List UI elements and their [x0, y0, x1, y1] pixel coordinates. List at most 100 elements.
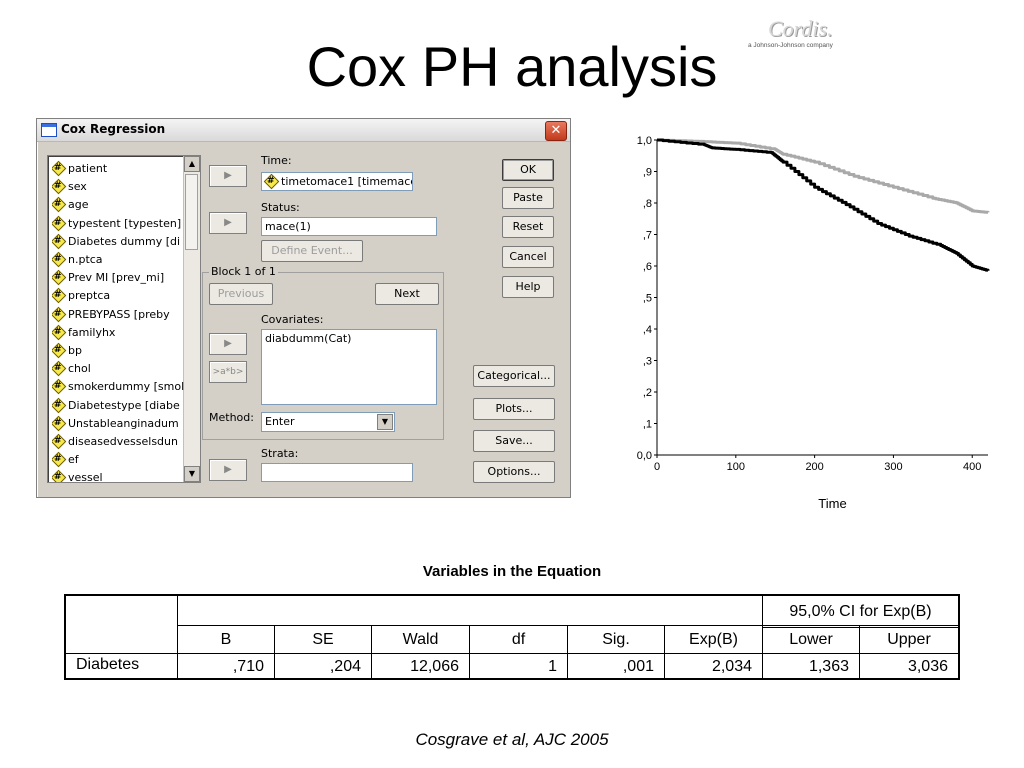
time-label: Time: [261, 154, 292, 167]
variable-list-item[interactable]: typestent [typesten] [52, 215, 186, 232]
variable-list-item[interactable]: patient [52, 160, 186, 177]
variable-list-item[interactable]: bp [52, 342, 186, 359]
reset-button[interactable]: Reset [502, 216, 554, 238]
col-header-b: B [220, 631, 232, 648]
help-button[interactable]: Help [502, 276, 554, 298]
variable-name: diseasedvesselsdun [68, 435, 178, 448]
cancel-button[interactable]: Cancel [502, 246, 554, 268]
variable-list-item[interactable]: ef [52, 451, 186, 468]
variable-list-item[interactable]: PREBYPASS [preby [52, 306, 186, 323]
table-divider [274, 625, 275, 678]
y-tick-label: ,6 [643, 261, 652, 273]
col-header-df: df [511, 631, 526, 648]
paste-button[interactable]: Paste [502, 187, 554, 209]
save-button[interactable]: Save... [473, 430, 555, 452]
survival-curve-black [657, 138, 990, 272]
x-axis-label: Time [818, 496, 846, 511]
chevron-down-icon[interactable]: ▼ [377, 414, 393, 430]
y-tick-label: ,9 [643, 167, 652, 179]
scroll-up-arrow-icon[interactable]: ▲ [184, 156, 200, 172]
method-label: Method: [209, 411, 254, 424]
status-field[interactable]: mace(1) [261, 217, 437, 236]
variable-list-item[interactable]: preptca [52, 287, 186, 304]
variable-name: typestent [typesten] [68, 216, 182, 230]
col-header-lower: Lower [789, 631, 833, 648]
plots-button[interactable]: Plots... [473, 398, 555, 420]
strata-field[interactable] [261, 463, 413, 482]
variable-list-item[interactable]: Diabetes dummy [di [52, 233, 186, 250]
table-divider [567, 625, 568, 678]
variable-list-item[interactable]: Unstableanginadum [52, 415, 186, 432]
variable-list-scrollbar[interactable]: ▲ ▼ [183, 156, 200, 482]
col-header-se: SE [312, 631, 334, 648]
method-select[interactable]: Enter ▼ [261, 412, 395, 432]
results-table [64, 594, 960, 680]
covariates-list[interactable]: diabdumm(Cat) [261, 329, 437, 405]
variable-name: sex [68, 180, 87, 194]
numeric-variable-icon [52, 196, 64, 213]
dialog-titlebar[interactable]: Cox Regression ✕ [37, 119, 570, 142]
variable-list[interactable]: ▲ ▼ patient sex age typestent [typesten] Dia… [47, 155, 201, 483]
numeric-variable-icon [52, 342, 64, 359]
variable-list-item[interactable]: n.ptca [52, 251, 186, 268]
citation: Cosgrave et al, AJC 2005 [415, 730, 609, 749]
x-tick-label: 200 [805, 461, 823, 473]
move-to-time-button[interactable]: ▶ [209, 165, 247, 187]
numeric-variable-icon [52, 306, 64, 323]
numeric-variable-icon [52, 251, 64, 268]
next-button[interactable]: Next [375, 283, 439, 305]
categorical-button[interactable]: Categorical... [473, 365, 555, 387]
previous-button[interactable]: Previous [209, 283, 273, 305]
window-icon [41, 123, 57, 137]
numeric-variable-icon [52, 178, 64, 195]
numeric-variable-icon [265, 173, 277, 190]
col-header-expb: Exp(B) [689, 631, 738, 648]
table-cell: 1 [548, 658, 557, 675]
table-divider [66, 653, 958, 654]
variable-list-item[interactable]: age [52, 196, 186, 213]
options-button[interactable]: Options... [473, 461, 555, 483]
table-cell: 12,066 [410, 658, 459, 675]
numeric-variable-icon [52, 215, 64, 232]
numeric-variable-icon [52, 324, 64, 341]
table-cell: ,001 [622, 658, 654, 675]
ok-button[interactable]: OK [502, 159, 554, 181]
table-cell: ,710 [232, 658, 264, 675]
variable-list-item[interactable]: Prev MI [prev_mi] [52, 269, 186, 286]
variable-list-item[interactable]: chol [52, 360, 186, 377]
y-tick-label: ,4 [643, 324, 652, 336]
time-field[interactable]: timetomace1 [timemace] [261, 172, 413, 191]
variable-list-item[interactable]: smokerdummy [smol [52, 378, 186, 395]
move-to-status-button[interactable]: ▶ [209, 212, 247, 234]
numeric-variable-icon [52, 160, 64, 177]
col-header-sig: Sig. [602, 631, 630, 648]
interaction-button[interactable]: >a*b> [209, 361, 247, 383]
table-divider [859, 625, 860, 678]
close-button[interactable]: ✕ [545, 121, 567, 141]
table-cell: 3,036 [907, 658, 948, 675]
variable-list-item[interactable]: sex [52, 178, 186, 195]
covariate-item[interactable]: diabdumm(Cat) [265, 332, 352, 345]
y-tick-label: ,5 [643, 293, 652, 305]
variable-list-item[interactable]: familyhx [52, 324, 186, 341]
covariates-label: Covariates: [261, 313, 324, 326]
move-to-covariates-button[interactable]: ▶ [209, 333, 247, 355]
dialog-title: Cox Regression [61, 122, 166, 136]
define-event-button[interactable]: Define Event... [261, 240, 363, 262]
variable-name: Prev MI [prev_mi] [68, 271, 165, 285]
move-to-strata-button[interactable]: ▶ [209, 459, 247, 481]
variable-list-item[interactable]: diseasedvesselsdun [52, 433, 186, 450]
table-divider [178, 625, 958, 626]
block-label: Block 1 of 1 [209, 265, 278, 278]
table-divider [762, 596, 763, 678]
variable-list-item[interactable]: vessel [52, 469, 186, 483]
variable-list-item[interactable]: Diabetestype [diabe [52, 397, 186, 414]
variable-name: vessel [68, 471, 103, 483]
cordis-logo: Cordis. a Johnson-Johnson company [748, 16, 858, 56]
variable-name: Diabetestype [diabe [68, 398, 180, 412]
scroll-down-arrow-icon[interactable]: ▼ [184, 466, 200, 482]
scroll-thumb[interactable] [185, 174, 198, 250]
time-value: timetomace1 [timemace] [281, 175, 413, 188]
numeric-variable-icon [52, 287, 64, 304]
variable-name: preptca [68, 289, 111, 303]
